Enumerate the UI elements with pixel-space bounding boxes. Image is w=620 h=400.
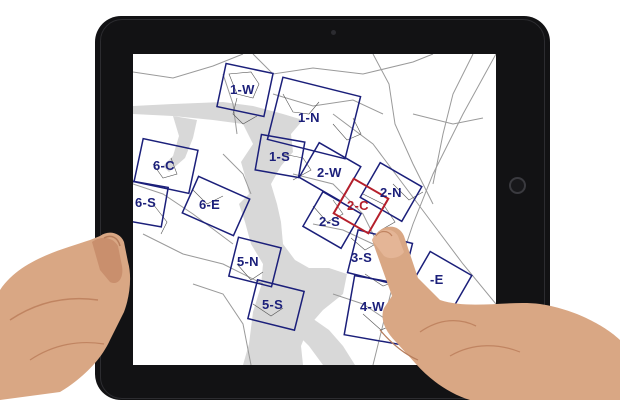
zone-2-c-outline bbox=[332, 177, 390, 235]
zone-label-3-s[interactable]: 3-S bbox=[351, 250, 373, 265]
zone-label-5-s[interactable]: 5-S bbox=[262, 297, 284, 312]
home-button[interactable] bbox=[509, 177, 526, 194]
zone-5-n-outline bbox=[227, 236, 283, 288]
zone-1-s-outline bbox=[254, 133, 306, 179]
zone-label-2-w[interactable]: 2-W bbox=[317, 165, 342, 180]
zone-label-5-n[interactable]: 5-N bbox=[237, 254, 259, 269]
river-branch bbox=[163, 116, 197, 172]
zone-5-s-outline bbox=[246, 278, 306, 332]
zone-6-c-outline bbox=[133, 137, 199, 195]
zone-label-4-w[interactable]: 4-W bbox=[360, 299, 385, 314]
camera-icon bbox=[331, 30, 336, 35]
zone-1-w-outline bbox=[216, 62, 274, 118]
map-screen[interactable]: 1-W 1-N 1-S 6-C 6-S 6-E 2-W 2-N 2-C 2-S … bbox=[133, 54, 496, 365]
zone-label-2-n[interactable]: 2-N bbox=[380, 185, 402, 200]
zone-6-e-outline bbox=[181, 175, 251, 237]
zone-label-6-e[interactable]: 6-E bbox=[199, 197, 221, 212]
zone-label-6-c[interactable]: 6-C bbox=[153, 158, 175, 173]
zone-2-s-outline bbox=[301, 190, 363, 250]
zone-label-6-s[interactable]: 6-S bbox=[135, 195, 157, 210]
zone-label-2-s[interactable]: 2-S bbox=[319, 214, 341, 229]
map-canvas bbox=[133, 54, 496, 365]
zone-6-s-outline bbox=[133, 180, 170, 228]
zone-label-3-e[interactable]: -E bbox=[430, 272, 444, 287]
river-water bbox=[133, 102, 347, 365]
zone-2-n-outline bbox=[359, 161, 423, 223]
river-branch-south bbox=[283, 304, 355, 365]
tablet-edge bbox=[100, 19, 545, 399]
zone-label-1-w[interactable]: 1-W bbox=[230, 82, 255, 97]
zone-1-n-outline bbox=[266, 76, 362, 160]
zone-label-2-c[interactable]: 2-C bbox=[347, 198, 369, 213]
zone-label-1-s[interactable]: 1-S bbox=[269, 149, 291, 164]
zone-label-1-n[interactable]: 1-N bbox=[298, 110, 320, 125]
